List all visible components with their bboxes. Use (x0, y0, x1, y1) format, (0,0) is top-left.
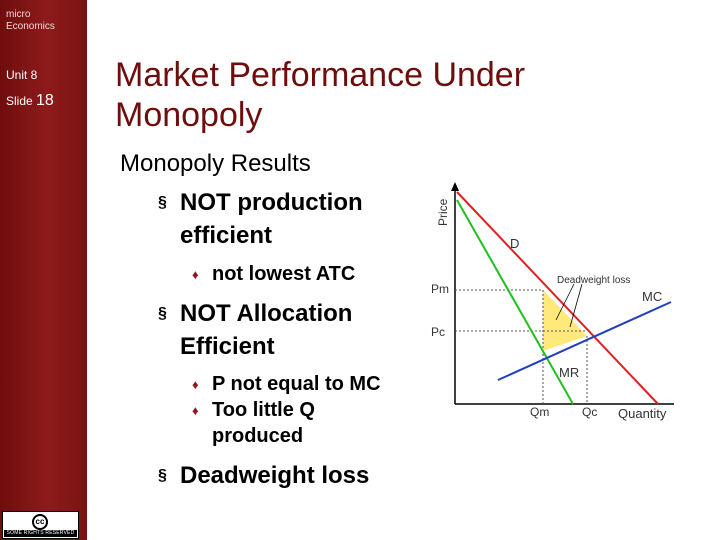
pm-label: Pm (431, 282, 449, 296)
slide-number: 18 (36, 92, 54, 109)
sub-bullet-lowest-atc: ♦ not lowest ATC (120, 261, 440, 287)
slide-content: Monopoly Results § NOT production effici… (120, 150, 440, 492)
course-name-line2: Economics (6, 21, 55, 32)
square-bullet-icon: § (158, 467, 167, 484)
bullet-not-allocation-efficient: § NOT Allocation Efficient (120, 297, 440, 363)
course-name: micro Economics (6, 9, 55, 33)
y-axis-label: Price (436, 198, 450, 226)
bullet2-line1: NOT Allocation (180, 300, 353, 327)
square-bullet-icon: § (158, 194, 167, 211)
creative-commons-badge: cc SOME RIGHTS RESERVED (2, 511, 79, 539)
course-name-line1: micro (6, 9, 31, 20)
sub-bullet-p-not-mc: ♦ P not equal to MC (120, 371, 440, 397)
deadweight-pointer-line (569, 283, 583, 328)
unit-label: Unit 8 (6, 68, 38, 82)
sub3-line1: Too little Q (212, 399, 315, 421)
marginal-revenue-curve (456, 199, 574, 405)
creative-commons-icon: cc (32, 514, 48, 530)
bullet3-text: Deadweight loss (180, 462, 370, 489)
bullet-deadweight-loss: § Deadweight loss (120, 459, 440, 492)
square-bullet-icon: § (158, 305, 167, 322)
sub3-line2: produced (212, 425, 304, 447)
bullet1-line1: NOT production (180, 189, 363, 216)
marginal-cost-curve (497, 301, 672, 381)
diamond-bullet-icon: ♦ (192, 403, 199, 418)
sub2-text: P not equal to MC (212, 373, 381, 395)
slide-title-line2: Monopoly (115, 96, 263, 134)
content-heading: Monopoly Results (120, 150, 311, 177)
monopoly-graph: Price Quantity D MC MR Deadweight loss P… (431, 182, 674, 421)
slide-title-line1: Market Performance Under (115, 56, 526, 94)
bullet1-line2: efficient (180, 222, 273, 249)
bullet2-line2: Efficient (180, 333, 275, 360)
qc-label: Qc (582, 405, 597, 419)
slide-label: Slide 18 (6, 92, 54, 110)
sub-bullet-too-little-q: ♦ Too little Q produced (120, 397, 440, 449)
license-text: SOME RIGHTS RESERVED (4, 530, 77, 537)
deadweight-loss-area (543, 290, 587, 351)
deadweight-loss-label: Deadweight loss (557, 275, 630, 286)
qm-label: Qm (530, 405, 549, 419)
sub1-text: not lowest ATC (212, 263, 356, 285)
slide-word: Slide (6, 94, 33, 108)
sidebar: micro Economics Unit 8 Slide 18 cc SOME … (0, 0, 87, 540)
demand-label: D (510, 236, 519, 251)
x-axis-label: Quantity (618, 406, 667, 421)
demand-curve (456, 191, 659, 405)
slide-title: Market Performance Under Monopoly (115, 55, 695, 135)
bullet-not-production-efficient: § NOT production efficient (120, 186, 440, 252)
y-axis-arrow-icon (451, 182, 459, 191)
diamond-bullet-icon: ♦ (192, 267, 199, 282)
deadweight-pointer-line (555, 283, 575, 321)
pc-label: Pc (431, 325, 445, 339)
mc-label: MC (642, 289, 662, 304)
mr-label: MR (559, 365, 579, 380)
diamond-bullet-icon: ♦ (192, 377, 199, 392)
